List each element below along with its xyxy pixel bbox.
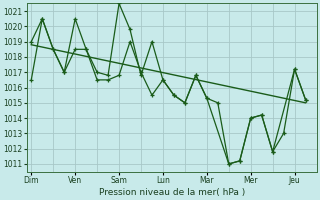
X-axis label: Pression niveau de la mer( hPa ): Pression niveau de la mer( hPa ) — [99, 188, 245, 197]
